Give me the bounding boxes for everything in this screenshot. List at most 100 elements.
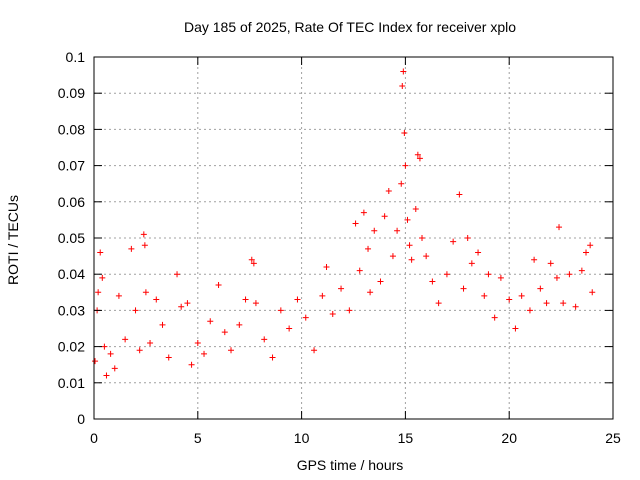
data-point (398, 180, 405, 187)
data-point (412, 206, 419, 213)
data-point (367, 289, 374, 296)
data-point (365, 245, 372, 252)
data-point (399, 82, 406, 89)
data-point (178, 303, 185, 310)
data-point (512, 325, 519, 332)
y-tick-label: 0.07 (58, 158, 85, 174)
data-point (526, 307, 533, 314)
data-point (188, 361, 195, 368)
data-point (201, 350, 208, 357)
data-point (385, 187, 392, 194)
y-tick-label: 0.03 (58, 302, 85, 318)
data-point (360, 209, 367, 216)
data-point (153, 296, 160, 303)
data-point (518, 292, 525, 299)
data-point (450, 238, 457, 245)
y-tick-label: 0.08 (58, 121, 85, 137)
x-tick-label: 0 (90, 430, 98, 446)
data-point (475, 249, 482, 256)
data-point (556, 224, 563, 231)
data-point (531, 256, 538, 263)
data-point (248, 256, 255, 263)
data-point (352, 220, 359, 227)
data-point (543, 300, 550, 307)
data-point (294, 296, 301, 303)
data-point (404, 216, 411, 223)
data-point (547, 260, 554, 267)
data-point (140, 231, 147, 238)
data-point (401, 130, 408, 137)
data-point (141, 242, 148, 249)
data-point (578, 267, 585, 274)
data-point (99, 274, 106, 281)
y-tick-label: 0.01 (58, 375, 85, 391)
data-point (107, 350, 114, 357)
data-point (122, 336, 129, 343)
data-point (111, 365, 118, 372)
data-point (194, 339, 201, 346)
y-tick-label: 0 (77, 411, 85, 427)
data-point (468, 260, 475, 267)
data-point (394, 227, 401, 234)
axis-ticks (93, 56, 614, 420)
data-point (416, 155, 423, 162)
data-point (456, 191, 463, 198)
data-point (338, 285, 345, 292)
data-point (583, 249, 590, 256)
data-point (115, 292, 122, 299)
data-point (400, 68, 407, 75)
data-point (252, 300, 259, 307)
y-tick-label: 0.05 (58, 230, 85, 246)
x-axis-label: GPS time / hours (297, 457, 404, 473)
data-point (103, 372, 110, 379)
data-point (132, 307, 139, 314)
data-point (228, 347, 235, 354)
data-point (389, 253, 396, 260)
data-point (215, 282, 222, 289)
data-point (587, 242, 594, 249)
data-point (128, 245, 135, 252)
x-tick-label: 15 (398, 430, 414, 446)
tick-labels: 0 0.01 0.02 0.03 0.04 0.05 0.06 0.07 0.08 0.09 0.1… (58, 49, 621, 446)
data-point (377, 278, 384, 285)
data-point (435, 300, 442, 307)
data-point (147, 339, 154, 346)
data-point (236, 321, 243, 328)
x-tick-label: 10 (294, 430, 310, 446)
data-point (159, 321, 166, 328)
y-tick-label: 0.02 (58, 339, 85, 355)
data-point (419, 235, 426, 241)
data-point (589, 289, 596, 296)
y-tick-label: 0.1 (66, 49, 86, 65)
data-point (497, 274, 504, 281)
data-point (184, 300, 191, 307)
data-point (371, 227, 378, 234)
data-point (302, 314, 309, 321)
data-point (221, 329, 228, 336)
data-point (97, 249, 104, 256)
data-point (319, 292, 326, 299)
data-point (261, 336, 268, 343)
data-point (356, 267, 363, 274)
data-point (443, 271, 450, 278)
data-point (553, 274, 560, 281)
data-point (560, 300, 567, 307)
x-tick-label: 5 (194, 430, 202, 446)
y-tick-label: 0.06 (58, 194, 85, 210)
data-point (506, 296, 513, 303)
data-point (269, 354, 276, 361)
data-point (381, 213, 388, 220)
data-point (414, 151, 421, 158)
data-point (423, 253, 430, 260)
data-point (346, 307, 353, 314)
y-tick-label: 0.09 (58, 85, 85, 101)
data-point (174, 271, 181, 278)
y-axis-label: ROTI / TECUs (5, 195, 21, 285)
data-point (242, 296, 249, 303)
data-point (207, 318, 214, 325)
data-point (566, 271, 573, 278)
data-point (311, 347, 318, 354)
data-point (136, 347, 143, 354)
data-point (491, 314, 498, 321)
